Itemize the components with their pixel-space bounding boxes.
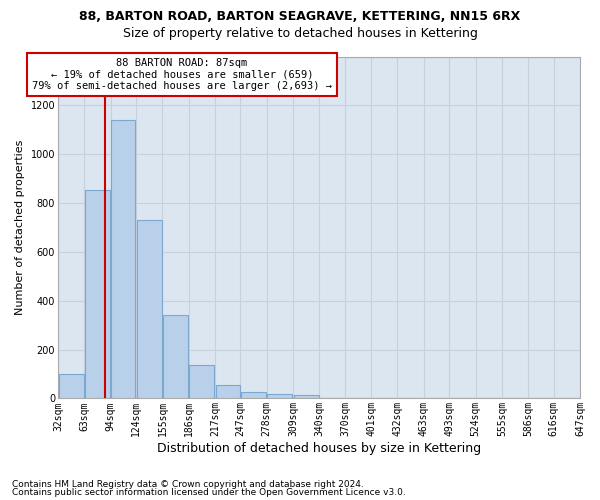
Y-axis label: Number of detached properties: Number of detached properties xyxy=(15,140,25,315)
Text: Contains public sector information licensed under the Open Government Licence v3: Contains public sector information licen… xyxy=(12,488,406,497)
Text: 88, BARTON ROAD, BARTON SEAGRAVE, KETTERING, NN15 6RX: 88, BARTON ROAD, BARTON SEAGRAVE, KETTER… xyxy=(79,10,521,23)
Bar xyxy=(111,120,136,398)
Text: Contains HM Land Registry data © Crown copyright and database right 2024.: Contains HM Land Registry data © Crown c… xyxy=(12,480,364,489)
Text: Size of property relative to detached houses in Kettering: Size of property relative to detached ho… xyxy=(122,28,478,40)
Bar xyxy=(85,190,110,398)
Bar xyxy=(59,374,83,398)
Bar xyxy=(215,385,240,398)
Bar xyxy=(294,395,319,398)
Bar xyxy=(163,316,188,398)
X-axis label: Distribution of detached houses by size in Kettering: Distribution of detached houses by size … xyxy=(157,442,481,455)
Bar xyxy=(268,394,292,398)
Bar xyxy=(137,220,162,398)
Text: 88 BARTON ROAD: 87sqm
← 19% of detached houses are smaller (659)
79% of semi-det: 88 BARTON ROAD: 87sqm ← 19% of detached … xyxy=(32,58,332,91)
Bar xyxy=(190,366,214,398)
Bar xyxy=(241,392,266,398)
